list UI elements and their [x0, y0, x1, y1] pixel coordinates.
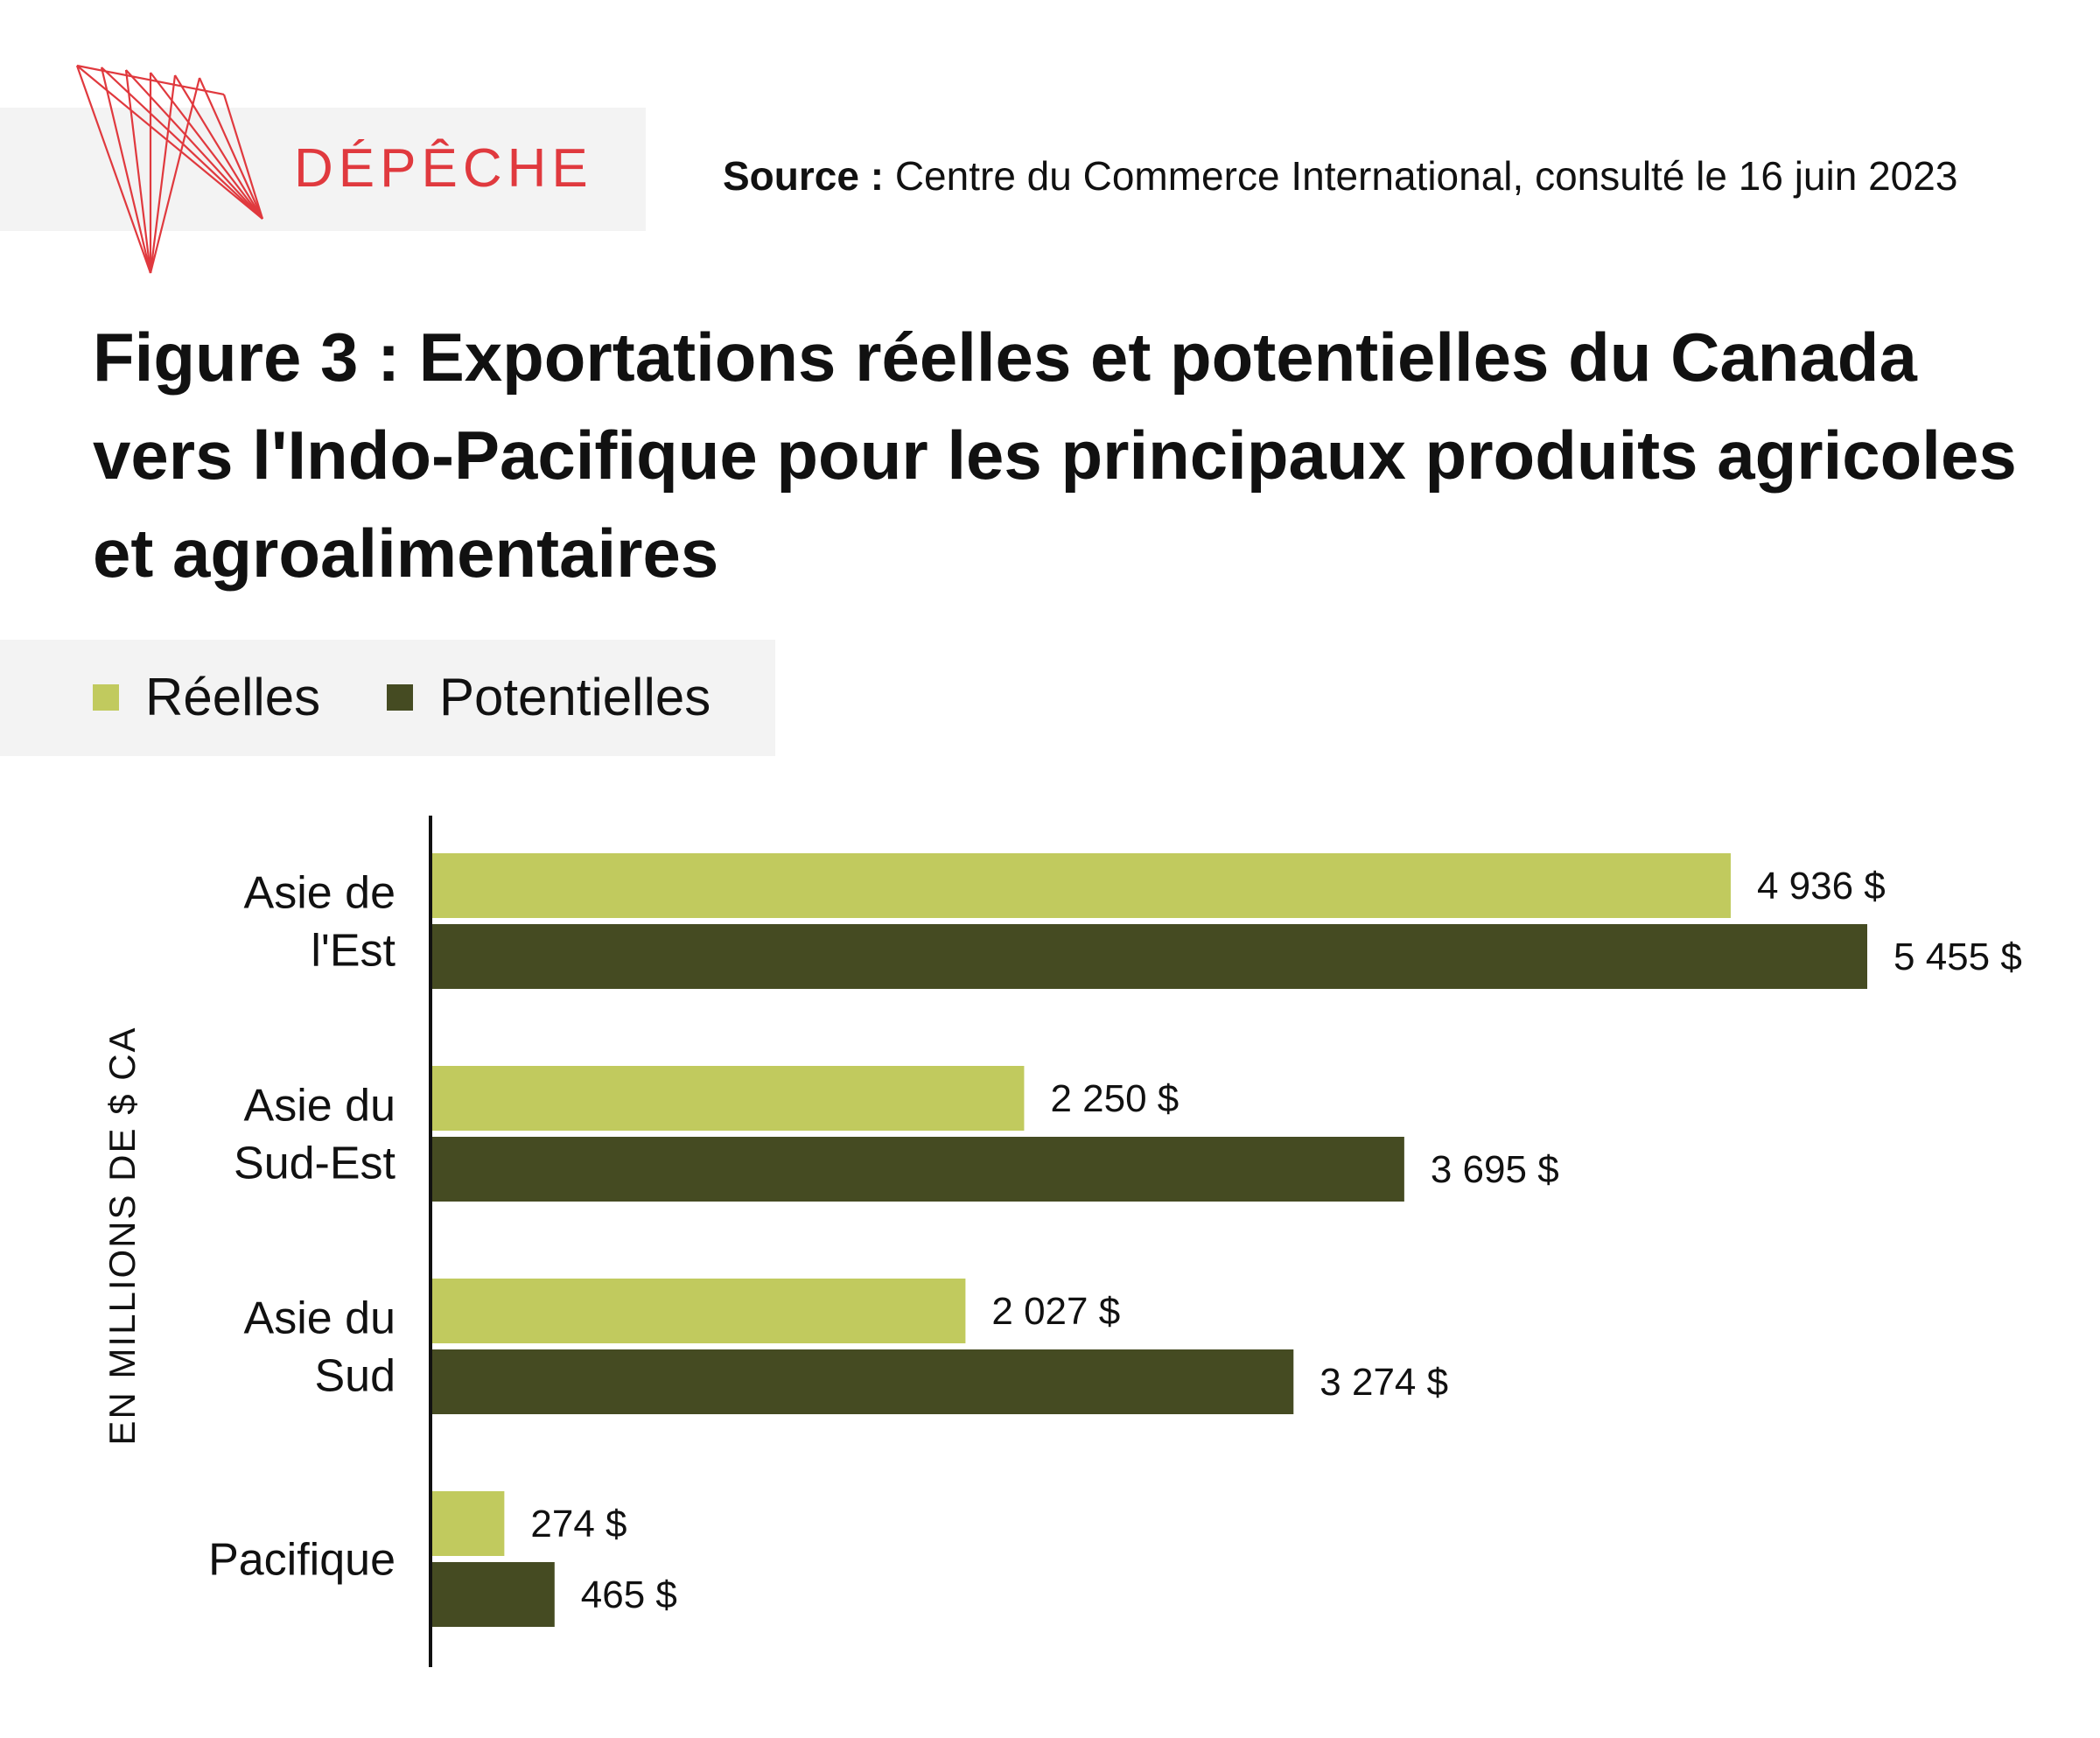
legend-item-potentielles: Potentielles: [387, 665, 710, 730]
value-label-reelles-pacifique: 274 $: [530, 1503, 626, 1545]
value-label-potentielles-asie-du-sud: 3 274 $: [1320, 1361, 1448, 1404]
bar-reelles-asie-du-sud: [432, 1279, 966, 1343]
bar-potentielles-asie-du-sud: [432, 1349, 1294, 1414]
legend-swatch-reelles: [93, 684, 119, 711]
source-line: Source : Centre du Commerce Internationa…: [723, 156, 1957, 196]
legend-swatch-potentielles: [387, 684, 413, 711]
value-label-potentielles-pacifique: 465 $: [581, 1573, 677, 1616]
source-label: Source :: [723, 153, 885, 199]
value-label-reelles-asie-du-sud: 2 027 $: [991, 1290, 1120, 1333]
header-band: [0, 108, 646, 231]
source-text: Centre du Commerce International, consul…: [894, 153, 1958, 199]
value-label-potentielles-asie-de-l-est: 5 455 $: [1894, 936, 2022, 978]
bar-potentielles-asie-de-l-est: [432, 924, 1867, 989]
category-label-asie-du-sud-est: Asie du Sud-Est: [234, 1081, 396, 1189]
chart-title: Figure 3 : Exportations réelles et poten…: [93, 319, 2017, 592]
depeche-logo-icon: [75, 64, 264, 274]
legend-label-potentielles: Potentielles: [439, 668, 711, 726]
value-label-potentielles-asie-du-sud-est: 3 695 $: [1431, 1148, 1559, 1191]
value-label-reelles-asie-de-l-est: 4 936 $: [1757, 865, 1886, 908]
bar-reelles-pacifique: [432, 1491, 505, 1556]
logo-text: DÉPÊCHE: [294, 138, 593, 199]
legend-item-reelles: Réelles: [93, 665, 320, 730]
category-label-asie-de-l-est: Asie de l'Est: [244, 868, 396, 977]
category-label-asie-du-sud: Asie du Sud: [244, 1293, 396, 1402]
legend-label-reelles: Réelles: [145, 668, 321, 726]
value-label-reelles-asie-du-sud-est: 2 250 $: [1050, 1077, 1179, 1120]
bar-reelles-asie-du-sud-est: [432, 1066, 1025, 1131]
bar-reelles-asie-de-l-est: [432, 853, 1731, 918]
bar-potentielles-asie-du-sud-est: [432, 1137, 1404, 1202]
category-label-pacifique: Pacifique: [208, 1535, 396, 1586]
bar-potentielles-pacifique: [432, 1562, 555, 1627]
